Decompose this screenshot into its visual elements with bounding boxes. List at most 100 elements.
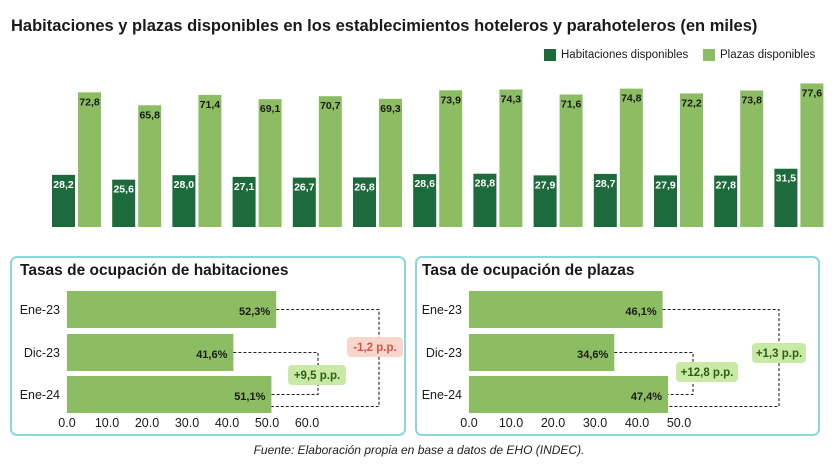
category-label: Ene-24	[422, 388, 462, 402]
label-habitaciones: 28,2	[53, 179, 74, 191]
bar-habitaciones	[533, 175, 557, 227]
x-tick-label: 30.0	[583, 416, 607, 430]
x-tick-label: 50.0	[667, 416, 691, 430]
category-label: Dic-23	[24, 346, 60, 360]
x-tick-label: 10.0	[499, 416, 523, 430]
bar-plazas	[138, 105, 162, 227]
label-habitaciones: 27,9	[535, 179, 556, 191]
label-habitaciones: 28,0	[174, 179, 195, 191]
occupancy-bar	[469, 334, 615, 371]
bar-habitaciones	[413, 174, 437, 227]
change-connector-line	[271, 308, 380, 408]
x-tick-label: 20.0	[541, 416, 565, 430]
bar-habitaciones	[292, 177, 316, 227]
bar-habitaciones	[774, 168, 798, 227]
occupancy-bar	[67, 376, 272, 413]
occupancy-value-label: 41,6%	[196, 349, 227, 361]
label-habitaciones: 28,6	[414, 178, 435, 190]
label-habitaciones: 27,1	[234, 181, 255, 193]
x-tick-label: 0.0	[58, 416, 75, 430]
x-tick-label: 50.0	[255, 416, 279, 430]
bar-habitaciones	[112, 179, 136, 227]
legend-item-habitaciones: Habitaciones disponibles	[544, 49, 688, 61]
label-habitaciones: 28,7	[595, 178, 616, 190]
source-note: Fuente: Elaboración propia en base a dat…	[253, 443, 585, 457]
label-plazas: 69,1	[260, 103, 281, 115]
label-habitaciones: 31,5	[776, 173, 797, 185]
label-habitaciones: 26,8	[354, 181, 375, 193]
label-plazas: 77,6	[802, 87, 823, 99]
legend-swatch-plazas	[703, 49, 715, 61]
label-habitaciones: 28,8	[475, 178, 496, 190]
bar-plazas	[318, 96, 342, 227]
label-plazas: 70,7	[320, 100, 341, 112]
occupancy-bar	[469, 291, 663, 328]
availability-bar-chart: 28,2 72,8 25,6 65,8 28,0 71,4 27,1 69,1 26,7 70,7…	[52, 83, 824, 228]
label-plazas: 73,8	[741, 94, 762, 106]
change-badge-label: +1,3 p.p.	[756, 348, 802, 360]
x-tick-label: 40.0	[625, 416, 649, 430]
legend-label-plazas: Plazas disponibles	[720, 49, 816, 61]
bar-plazas	[800, 83, 824, 227]
label-plazas: 73,9	[440, 94, 461, 106]
category-label: Ene-23	[20, 303, 60, 317]
bar-habitaciones	[654, 175, 677, 227]
legend-label-habitaciones: Habitaciones disponibles	[561, 49, 689, 61]
x-tick-label: 40.0	[215, 416, 239, 430]
change-badge-label: -1,2 p.p.	[353, 342, 396, 354]
occupancy-value-label: 34,6%	[577, 349, 608, 361]
x-tick-label: 30.0	[175, 416, 199, 430]
category-label: Ene-24	[20, 388, 60, 402]
bar-habitaciones	[714, 175, 738, 227]
bar-habitaciones	[232, 176, 256, 227]
bar-habitaciones	[353, 177, 376, 227]
label-plazas: 74,3	[501, 94, 522, 106]
change-badge	[347, 337, 403, 357]
bar-plazas	[439, 90, 463, 227]
room-occupancy-title: Tasas de ocupación de habitaciones	[20, 262, 289, 279]
bar-habitaciones	[593, 173, 617, 227]
bar-plazas	[740, 90, 764, 227]
bar-habitaciones	[172, 175, 196, 227]
x-tick-label: 20.0	[135, 416, 159, 430]
change-badge	[676, 362, 738, 382]
bed-occupancy-title: Tasa de ocupación de plazas	[422, 262, 635, 279]
occupancy-bar	[67, 334, 234, 371]
label-plazas: 71,6	[561, 99, 582, 111]
change-badge-label: +9,5 p.p.	[294, 370, 340, 382]
occupancy-bar	[469, 376, 669, 413]
occupancy-value-label: 51,1%	[234, 391, 265, 403]
occupancy-value-label: 47,4%	[631, 391, 662, 403]
label-habitaciones: 25,6	[113, 184, 134, 196]
bar-plazas	[619, 88, 643, 228]
label-plazas: 74,8	[621, 93, 642, 105]
legend-swatch-habitaciones	[544, 49, 556, 61]
occupancy-bar	[67, 291, 277, 328]
bar-plazas	[78, 92, 101, 227]
change-badge-label: +12,8 p.p.	[681, 367, 734, 379]
bar-habitaciones	[52, 174, 75, 227]
label-plazas: 65,8	[139, 109, 160, 121]
x-tick-label: 60.0	[295, 416, 319, 430]
bar-plazas	[559, 94, 583, 227]
label-plazas: 72,8	[79, 96, 100, 108]
change-badge	[752, 343, 806, 363]
legend-item-plazas: Plazas disponibles	[703, 49, 815, 61]
occupancy-value-label: 52,3%	[239, 306, 270, 318]
label-habitaciones: 27,9	[655, 179, 676, 191]
bar-plazas	[258, 99, 282, 227]
category-label: Dic-23	[426, 346, 462, 360]
change-badge	[288, 365, 346, 385]
bar-habitaciones	[473, 173, 497, 227]
label-plazas: 71,4	[200, 99, 221, 111]
bar-plazas	[198, 94, 222, 227]
bar-plazas	[680, 93, 703, 228]
label-plazas: 69,3	[380, 103, 401, 115]
x-tick-label: 0.0	[460, 416, 477, 430]
bar-plazas	[499, 89, 523, 227]
chart-title: Habitaciones y plazas disponibles en los…	[11, 17, 758, 35]
label-habitaciones: 27,8	[715, 180, 736, 192]
occupancy-value-label: 46,1%	[625, 306, 656, 318]
category-label: Ene-23	[422, 303, 462, 317]
